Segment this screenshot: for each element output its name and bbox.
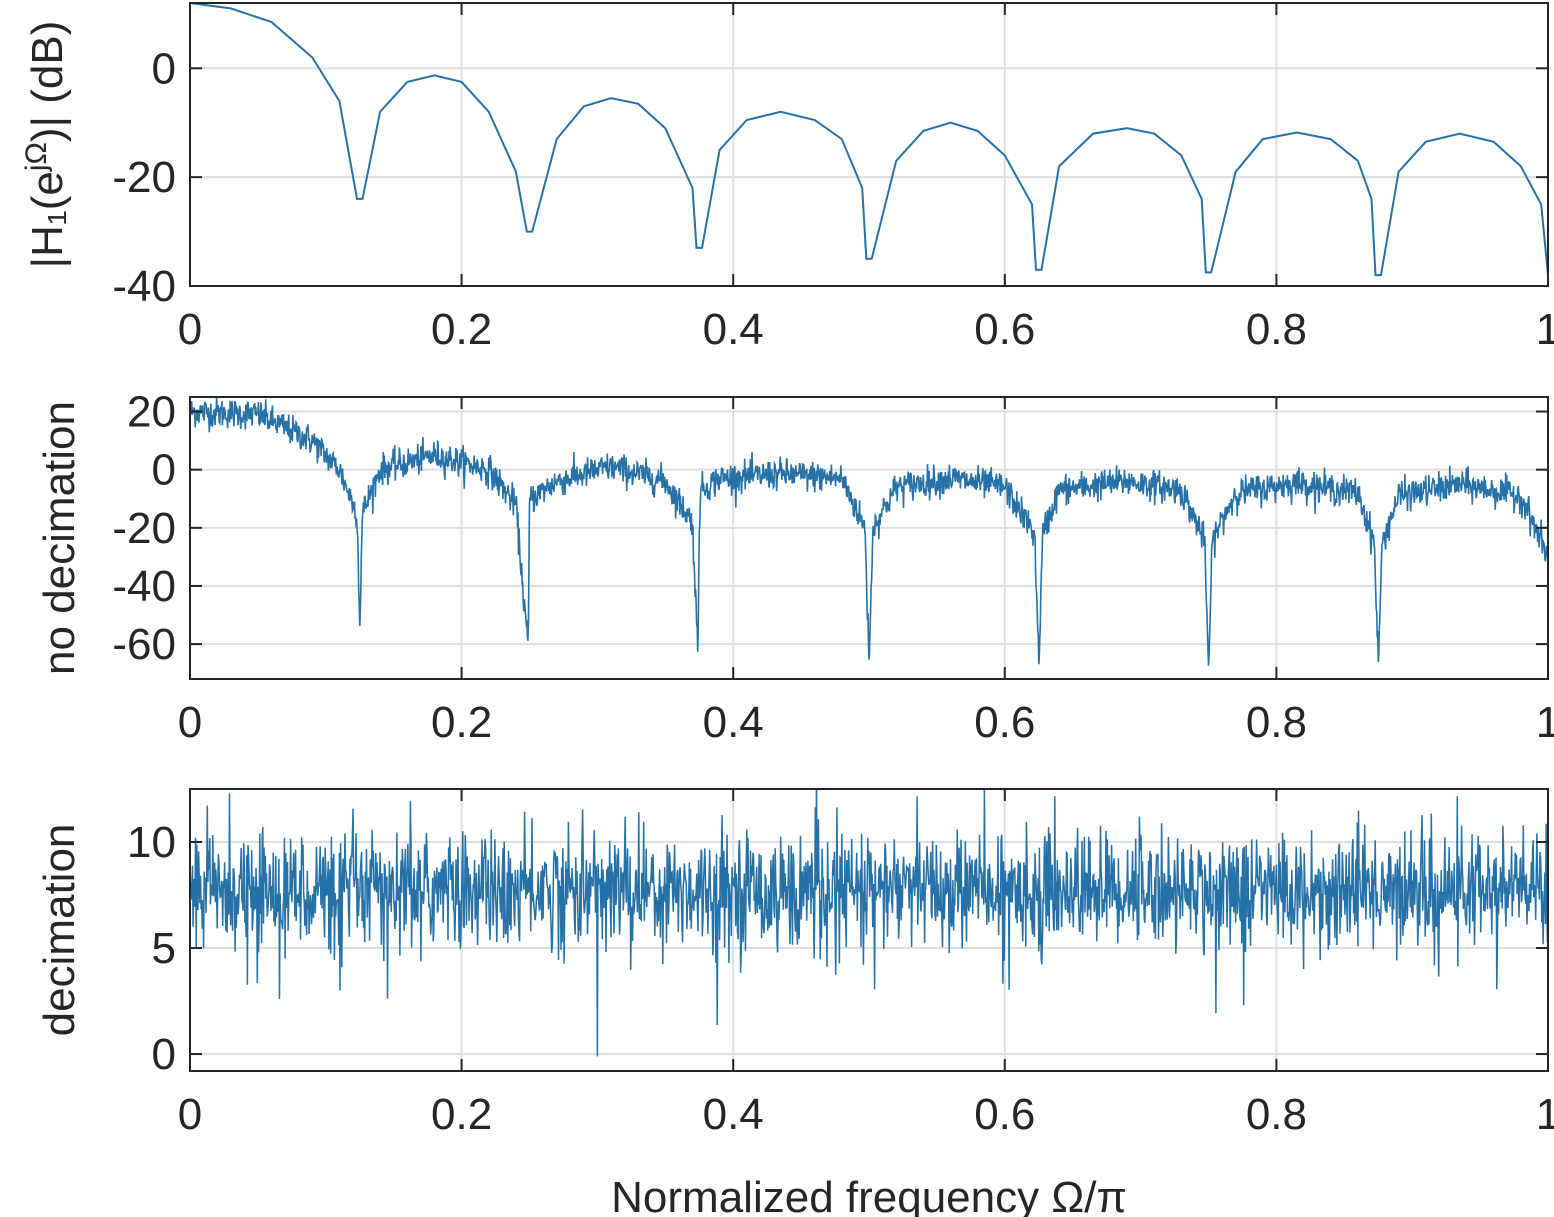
y-tick-label: -40 xyxy=(112,262,176,311)
x-tick-label: 0.6 xyxy=(974,305,1035,354)
axes-box xyxy=(189,396,1549,680)
x-tick-label: 0.8 xyxy=(1246,305,1307,354)
x-tick-label: 0.6 xyxy=(974,1090,1035,1139)
y-tick-label: 20 xyxy=(127,388,176,437)
y-tick-label: -60 xyxy=(112,620,176,669)
plot-area xyxy=(190,3,1548,286)
y-tick-label: 5 xyxy=(152,924,176,973)
x-tick-label: 0.4 xyxy=(703,1090,764,1139)
y-axis-label: decimation xyxy=(35,824,84,1037)
y-tick-label: 0 xyxy=(152,446,176,495)
x-tick-label: 0.2 xyxy=(431,1090,492,1139)
series-line xyxy=(190,3,1548,277)
series-group xyxy=(190,397,1548,666)
x-tick-label: 0.2 xyxy=(431,698,492,747)
y-tick-label: -20 xyxy=(112,153,176,202)
y-tick-label: -20 xyxy=(112,504,176,553)
plot-area xyxy=(190,789,1548,1071)
x-tick-label: 0.4 xyxy=(703,698,764,747)
subplot-no-decimation: 0 0.2 0.4 0.6 0.8 1 -60 -40 -20 0 20 no decimation xyxy=(35,388,1554,747)
y-axis-label: |H₁(ejΩ)| (dB) xyxy=(20,21,72,269)
y-axis-label: no decimation xyxy=(35,401,84,675)
axes-box xyxy=(189,788,1549,1072)
y-tick-label: 0 xyxy=(152,44,176,93)
series-group xyxy=(190,3,1548,277)
x-tick-label: 0.4 xyxy=(703,305,764,354)
y-tick-label: -40 xyxy=(112,562,176,611)
x-tick-label: 1 xyxy=(1536,1090,1554,1139)
x-tick-label: 0.8 xyxy=(1246,1090,1307,1139)
x-tick-label: 0 xyxy=(178,698,202,747)
y-tick-label: 10 xyxy=(127,818,176,867)
x-tick-label: 0 xyxy=(178,1090,202,1139)
series-group xyxy=(190,789,1548,1057)
x-tick-label: 1 xyxy=(1536,305,1554,354)
x-tick-label: 0 xyxy=(178,305,202,354)
x-tick-label: 1 xyxy=(1536,698,1554,747)
x-tick-label: 0.6 xyxy=(974,698,1035,747)
y-tick-label: 0 xyxy=(152,1030,176,1079)
x-tick-label: 0.8 xyxy=(1246,698,1307,747)
x-tick-label: 0.2 xyxy=(431,305,492,354)
series-line xyxy=(190,397,1548,666)
axes-box xyxy=(189,2,1549,287)
series-line xyxy=(190,789,1548,1057)
subplot-magnitude-response: 0 0.2 0.4 0.6 0.8 1 -40 -20 0 |H₁(ejΩ)| (dB) xyxy=(20,2,1554,354)
x-axis-label: Normalized frequency Ω/π xyxy=(611,1173,1127,1217)
